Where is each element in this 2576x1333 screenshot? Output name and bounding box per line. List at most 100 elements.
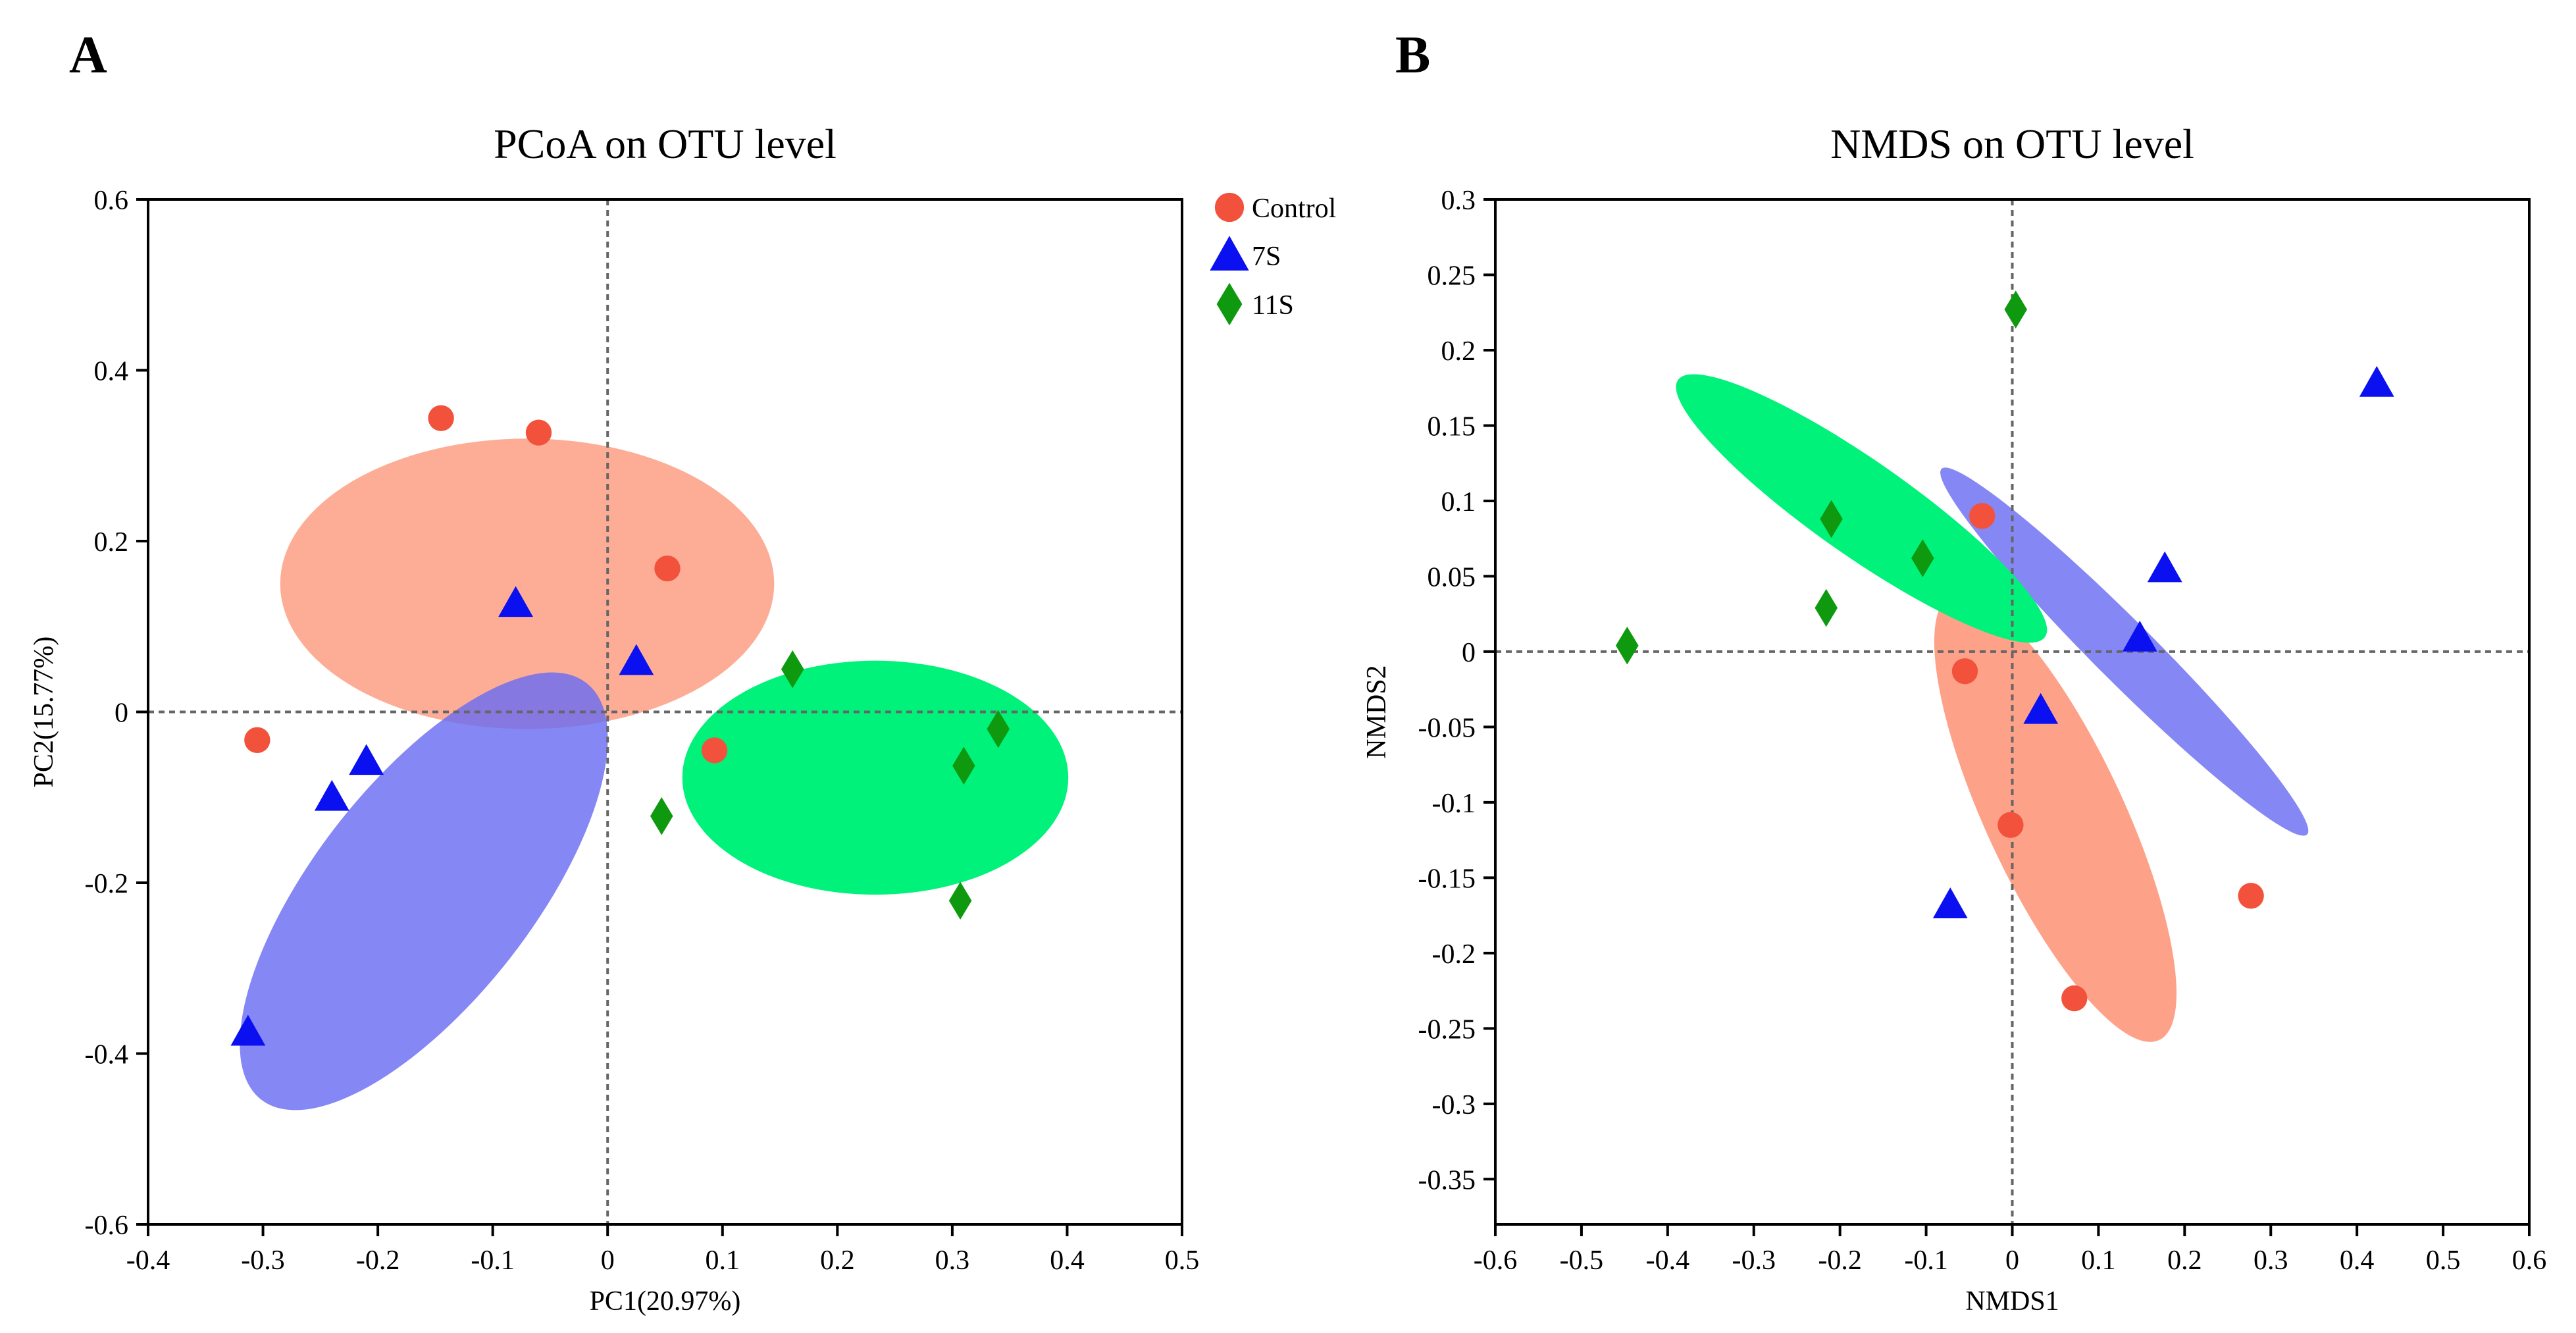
point-7s-a — [230, 1014, 266, 1046]
legend-label-11s: 11S — [1252, 290, 1294, 321]
x-tick-label-b: 0.2 — [2167, 1245, 2202, 1276]
y-tick-label-b: 0 — [1462, 638, 1476, 668]
x-tick-label-a: 0.3 — [935, 1245, 970, 1276]
y-tick-label-b: 0.2 — [1441, 336, 1476, 367]
x-tick-label-b: -0.3 — [1732, 1245, 1776, 1276]
x-axis-a: -0.4 -0.3 -0.2 -0.1 0 0.1 0.2 0.3 0.4 0.5 — [126, 1224, 1200, 1276]
ellipse-7s-a — [240, 672, 608, 1111]
x-tick-label-a: 0.2 — [820, 1245, 855, 1276]
y-tick-label-a: 0.6 — [94, 186, 129, 216]
point-7s-a — [498, 586, 533, 617]
legend-marker-11s — [1216, 282, 1243, 326]
y-tick-label-b: 0.05 — [1428, 562, 1476, 592]
y-tick-label-a: 0 — [115, 698, 128, 729]
y-tick-label-b: -0.35 — [1418, 1165, 1476, 1195]
y-tick-label-b: 0.25 — [1428, 261, 1476, 291]
point-7s-b — [2359, 365, 2394, 397]
y-tick-label-b: -0.05 — [1418, 713, 1476, 743]
legend-marker-7s — [1210, 236, 1249, 271]
y-axis-b: 0.3 0.25 0.2 0.15 0.1 0.05 0 -0.05 -0.1 -0.15 -0.2… — [1418, 186, 1495, 1195]
y-tick-label-b: -0.2 — [1432, 939, 1476, 970]
y-tick-label-a: -0.4 — [85, 1040, 129, 1070]
x-tick-label-b: 0.4 — [2340, 1245, 2375, 1276]
x-tick-label-b: 0.1 — [2081, 1245, 2116, 1276]
y-tick-label-b: -0.15 — [1418, 864, 1476, 894]
ellipse-7s-b — [1940, 467, 2309, 836]
x-tick-label-a: 0.5 — [1165, 1245, 1200, 1276]
point-control-a — [654, 555, 681, 582]
x-tick-label-a: 0 — [601, 1245, 615, 1276]
panel-letter-a: A — [69, 26, 107, 84]
x-tick-label-a: 0.1 — [706, 1245, 740, 1276]
point-control-b — [1997, 812, 2024, 838]
points-b — [1616, 290, 2394, 1012]
x-tick-label-a: -0.1 — [471, 1245, 515, 1276]
panel-a-pcoa: A PCoA on OTU level -0.4 -0.3 -0.2 -0.1 0 0.1 0.… — [29, 26, 1199, 1317]
point-7s-a — [314, 779, 349, 811]
point-control-b — [2061, 985, 2088, 1012]
panel-letter-b: B — [1395, 26, 1430, 84]
point-7s-b — [2023, 693, 2059, 724]
point-7s-a — [349, 744, 384, 775]
ellipses-b — [1676, 374, 2309, 1042]
x-tick-label-b: -0.6 — [1474, 1245, 1518, 1276]
point-control-b — [1969, 503, 1996, 529]
y-axis-label-b: NMDS2 — [1362, 665, 1392, 758]
point-7s-b — [2122, 620, 2157, 652]
legend-marker-control — [1214, 192, 1245, 222]
x-tick-label-b: 0.3 — [2254, 1245, 2288, 1276]
y-axis-a: -0.6 -0.4 -0.2 0 0.2 0.4 0.6 — [85, 186, 148, 1241]
point-control-a — [525, 419, 552, 446]
ellipse-11s-b — [1676, 374, 2048, 643]
x-tick-label-b: -0.4 — [1646, 1245, 1690, 1276]
legend-label-control: Control — [1252, 194, 1336, 224]
legend: Control 7S 11S — [1210, 192, 1336, 326]
point-control-b — [1951, 658, 1978, 685]
point-11s-b — [1616, 626, 1639, 665]
ellipse-11s-a — [682, 660, 1069, 895]
ellipses-a — [240, 438, 1069, 1111]
y-axis-label-a: PC2(15.77%) — [29, 637, 59, 788]
point-7s-a — [619, 644, 654, 675]
y-tick-label-b: -0.25 — [1418, 1014, 1476, 1045]
x-tick-label-b: 0 — [2005, 1245, 2019, 1276]
chart-title-a: PCoA on OTU level — [494, 120, 837, 167]
point-11s-a — [987, 710, 1010, 748]
point-11s-a — [952, 746, 975, 785]
y-tick-label-a: -0.2 — [85, 869, 129, 899]
x-tick-label-a: -0.3 — [241, 1245, 285, 1276]
y-tick-label-a: -0.6 — [85, 1211, 129, 1241]
ellipse-control-a — [280, 438, 775, 729]
y-tick-label-b: 0.1 — [1441, 487, 1476, 517]
point-11s-b — [2004, 290, 2028, 328]
y-tick-label-b: -0.3 — [1432, 1090, 1476, 1120]
point-11s-a — [781, 650, 804, 689]
x-axis-b: -0.6 -0.5 -0.4 -0.3 -0.2 -0.1 0 0.1 0.2 0.3 0.4 0.5… — [1474, 1224, 2547, 1276]
chart-title-b: NMDS on OTU level — [1830, 120, 2194, 167]
x-tick-label-b: 0.5 — [2426, 1245, 2461, 1276]
y-tick-label-a: 0.2 — [94, 527, 129, 558]
ellipse-control-b — [1934, 592, 2177, 1042]
point-control-b — [2238, 883, 2264, 909]
legend-label-7s: 7S — [1252, 242, 1281, 272]
point-control-a — [244, 727, 270, 753]
point-11s-a — [948, 881, 972, 920]
point-7s-b — [2147, 551, 2182, 583]
points-a — [230, 405, 1010, 1046]
x-tick-label-a: 0.4 — [1050, 1245, 1085, 1276]
x-tick-label-a: -0.2 — [356, 1245, 400, 1276]
y-tick-label-b: 0.15 — [1428, 411, 1476, 442]
point-11s-b — [1820, 500, 1843, 538]
point-7s-b — [1932, 887, 1968, 918]
y-tick-label-b: -0.1 — [1432, 789, 1476, 819]
point-11s-b — [1815, 588, 1838, 627]
x-tick-label-b: 0.6 — [2512, 1245, 2547, 1276]
x-tick-label-b: -0.2 — [1818, 1245, 1862, 1276]
x-tick-label-a: -0.4 — [126, 1245, 170, 1276]
point-control-a — [701, 737, 728, 764]
point-control-a — [428, 405, 454, 431]
y-tick-label-b: 0.3 — [1441, 186, 1476, 216]
x-axis-label-a: PC1(20.97%) — [590, 1286, 741, 1317]
